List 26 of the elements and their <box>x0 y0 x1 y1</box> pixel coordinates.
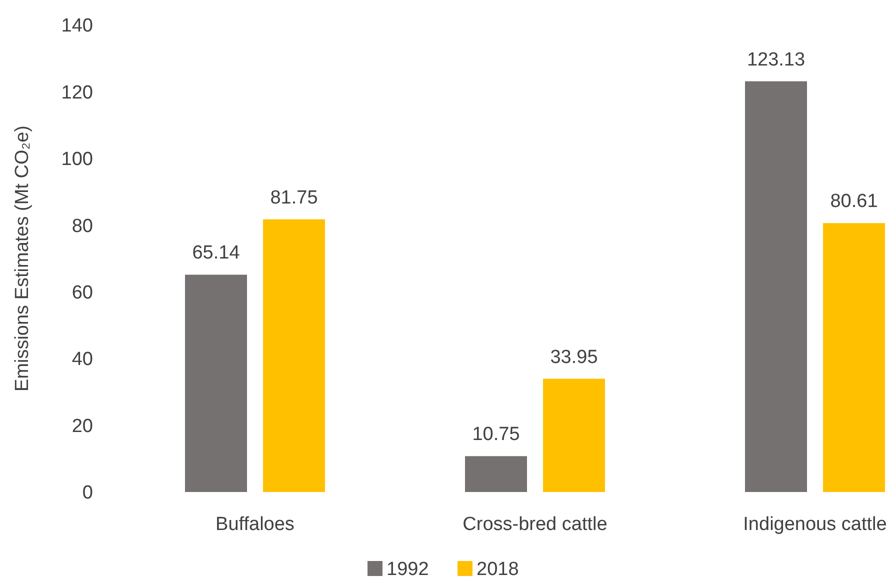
bar <box>263 219 325 492</box>
data-label: 81.75 <box>270 187 318 208</box>
x-tick-label: Buffaloes <box>216 514 294 535</box>
y-tick-label: 40 <box>72 349 93 370</box>
data-label: 33.95 <box>550 346 598 368</box>
legend-label: 1992 <box>386 559 429 580</box>
data-label: 10.75 <box>472 424 520 446</box>
data-label: 80.61 <box>830 191 878 212</box>
y-tick-label: 0 <box>82 482 93 504</box>
data-label: 65.14 <box>192 242 240 264</box>
y-tick-label: 120 <box>61 82 93 104</box>
bar <box>465 456 527 492</box>
y-axis-title: Emissions Estimates (Mt CO₂e) <box>12 125 33 392</box>
bar <box>185 274 247 492</box>
y-tick-label: 140 <box>61 16 93 37</box>
y-tick-label: 100 <box>61 149 93 170</box>
y-tick-label: 80 <box>72 216 93 237</box>
bar <box>745 81 807 492</box>
x-tick-label: Indigenous cattle <box>743 514 887 535</box>
data-label: 123.13 <box>746 49 806 70</box>
x-tick-label: Cross-bred cattle <box>462 514 608 535</box>
bar <box>543 378 605 492</box>
y-tick-label: 20 <box>72 416 93 437</box>
legend-label: 2018 <box>476 559 519 580</box>
y-tick-label: 60 <box>72 282 93 304</box>
bar <box>823 223 885 492</box>
